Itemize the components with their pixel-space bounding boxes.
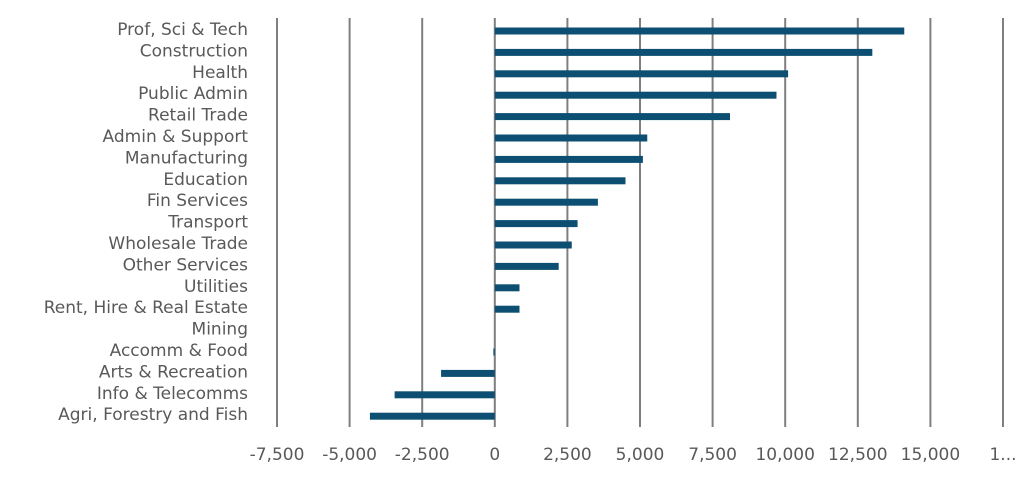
x-tick-label: -7,500 [250, 445, 305, 465]
bar [394, 391, 495, 399]
x-tick-label: 5,000 [616, 445, 665, 465]
bar [494, 48, 873, 56]
category-labels: Prof, Sci & TechConstructionHealthPublic… [44, 20, 249, 425]
category-label: Education [163, 170, 248, 190]
bar [494, 113, 731, 121]
bar [494, 70, 789, 78]
bar [494, 241, 572, 249]
category-label: Wholesale Trade [108, 234, 248, 254]
bar [494, 262, 559, 270]
category-label: Public Admin [138, 84, 248, 104]
bar [494, 134, 648, 142]
x-tick-label: 15,000 [901, 445, 960, 465]
bar [441, 369, 495, 377]
bars [369, 27, 905, 420]
category-label: Construction [140, 41, 248, 61]
category-label: Prof, Sci & Tech [117, 20, 248, 40]
x-tick-label: 1... [989, 445, 1016, 465]
x-tick-label: 7,500 [688, 445, 737, 465]
bar [494, 284, 520, 292]
bar [494, 91, 777, 99]
x-tick-label: 12,500 [828, 445, 887, 465]
category-label: Arts & Recreation [99, 362, 248, 382]
bar [494, 155, 643, 163]
x-tick-label: 0 [489, 445, 500, 465]
bar [494, 305, 520, 313]
category-label: Accomm & Food [110, 341, 248, 361]
x-tick-label: 2,500 [543, 445, 592, 465]
category-label: Transport [167, 213, 248, 233]
bar [494, 220, 578, 228]
category-label: Admin & Support [103, 127, 249, 147]
category-label: Health [192, 63, 248, 83]
x-tick-labels: -7,500 -5,000 -2,500 0 2,500 5,000 7,500 10,000… [250, 445, 1017, 465]
category-label: Rent, Hire & Real Estate [44, 298, 248, 318]
x-tick-label: -5,000 [322, 445, 377, 465]
bar [369, 412, 495, 420]
x-tick-label: -2,500 [395, 445, 450, 465]
gridlines [276, 18, 1004, 427]
category-label: Retail Trade [148, 106, 248, 126]
category-label: Info & Telecomms [97, 384, 248, 404]
bar [494, 198, 598, 206]
x-tick-label: 10,000 [755, 445, 814, 465]
category-label: Fin Services [147, 191, 248, 211]
category-label: Other Services [123, 255, 249, 275]
category-label: Mining [192, 320, 248, 340]
category-label: Manufacturing [125, 148, 248, 168]
bar [493, 348, 495, 356]
category-label: Utilities [184, 277, 248, 297]
bar [494, 177, 626, 185]
category-label: Agri, Forestry and Fish [58, 405, 248, 425]
bar [494, 27, 905, 35]
